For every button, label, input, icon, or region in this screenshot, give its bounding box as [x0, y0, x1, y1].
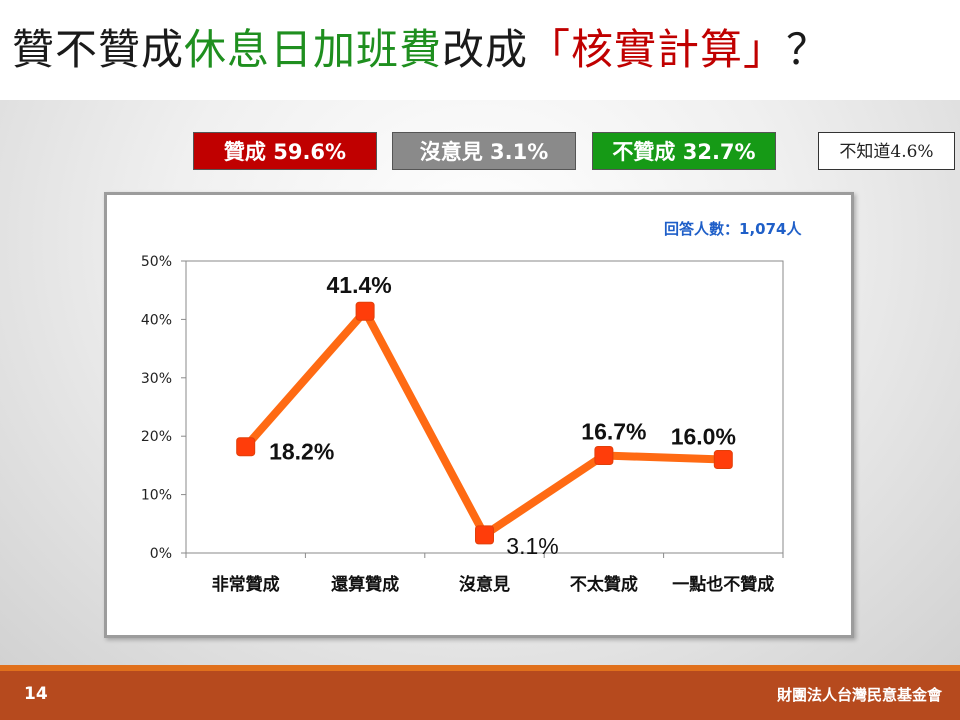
footer-accent-line [0, 665, 960, 671]
title-part-4: 「核實計算」 [528, 25, 787, 74]
y-tick-label: 20% [141, 429, 172, 445]
data-label: 16.7% [581, 418, 646, 444]
title-part-1: 贊不贊成 [12, 25, 185, 74]
y-tick-label: 30% [141, 371, 172, 387]
summary-disagree-badge: 不贊成 32.7% [592, 132, 776, 170]
y-tick-label: 40% [141, 312, 172, 328]
data-point-marker [594, 445, 614, 465]
line-chart: 0% 10% 20% 30% 40% 50% 非常贊成 還算贊成 沒意見 不太贊成 一點也不贊成 18… [141, 254, 784, 595]
data-label: 3.1% [506, 533, 558, 559]
page-number: 14 [24, 684, 48, 704]
summary-unknown-badge: 不知道4.6% [818, 132, 955, 170]
data-point-marker [355, 301, 375, 321]
y-tick-label: 10% [141, 488, 172, 504]
organization-name: 財團法人台灣民意基金會 [776, 686, 942, 704]
data-label: 18.2% [269, 439, 334, 465]
plot-area-frame [185, 260, 784, 554]
summary-no-opinion-badge: 沒意見 3.1% [392, 132, 576, 170]
y-tick-label: 50% [141, 254, 172, 270]
y-tick-label: 0% [150, 546, 172, 562]
series-line [241, 307, 728, 539]
data-point-marker [475, 525, 494, 545]
data-label: 16.0% [671, 424, 736, 450]
data-point-marker [713, 450, 733, 470]
footer-bar [0, 671, 960, 720]
x-category-label: 還算贊成 [331, 574, 399, 595]
title-part-3: 改成 [442, 25, 529, 74]
x-category-label: 非常贊成 [212, 574, 280, 595]
x-category-label: 一點也不贊成 [672, 574, 774, 595]
title-part-2: 休息日加班費 [184, 25, 443, 74]
respondent-count: 回答人數：1,074人 [664, 220, 802, 238]
x-category-label: 沒意見 [459, 574, 510, 595]
chart-frame: 0% 10% 20% 30% 40% 50% 非常贊成 還算贊成 沒意見 不太贊成 一點也不贊成 18… [104, 192, 854, 638]
summary-agree-badge: 贊成 59.6% [193, 132, 377, 170]
title-part-5: ？ [786, 25, 830, 74]
page-title: 贊不贊成休息日加班費改成「核實計算」？ [12, 18, 829, 82]
data-label: 41.4% [326, 272, 391, 298]
data-point-marker [236, 437, 256, 457]
x-category-label: 不太贊成 [570, 574, 638, 595]
